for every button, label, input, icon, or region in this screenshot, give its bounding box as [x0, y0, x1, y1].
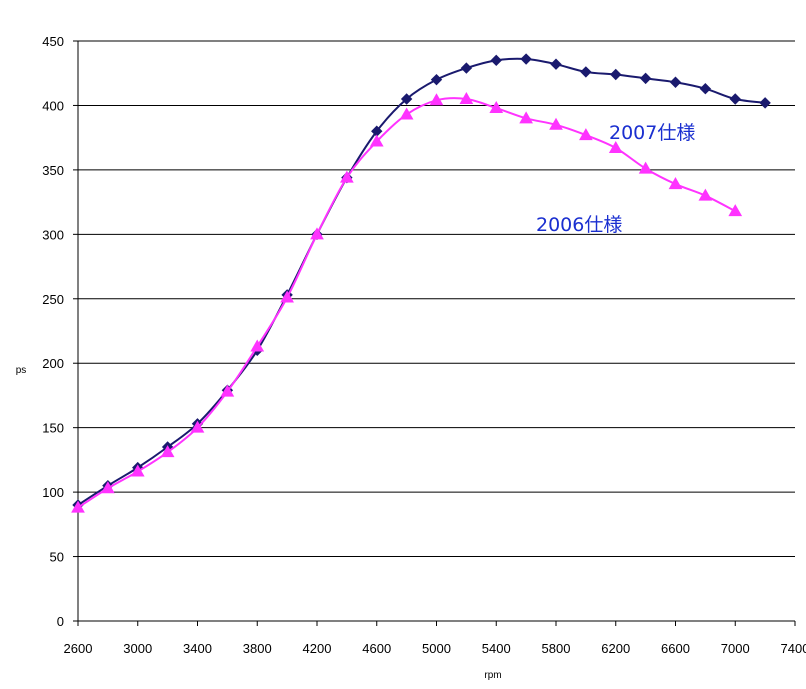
- data-point-diamond: [669, 76, 682, 88]
- x-tick-label: 4200: [303, 641, 332, 656]
- data-point-diamond: [759, 97, 771, 109]
- x-tick-label: 7000: [721, 641, 750, 656]
- data-point-diamond: [520, 53, 532, 65]
- data-point-triangle: [399, 107, 414, 120]
- x-tick-label: 3400: [183, 641, 212, 656]
- y-tick-label: 250: [42, 292, 64, 307]
- data-point-triangle: [130, 464, 145, 477]
- annotation-2006-spec: 2006仕様: [536, 214, 622, 236]
- x-tick-label: 5000: [422, 641, 451, 656]
- data-point-triangle: [638, 161, 653, 174]
- data-point-triangle: [698, 188, 713, 201]
- data-point-diamond: [699, 82, 712, 95]
- annotation-2007-spec: 2007仕様: [609, 122, 695, 144]
- y-tick-label: 0: [57, 614, 64, 629]
- data-point-triangle: [519, 111, 533, 124]
- data-point-triangle: [310, 227, 324, 240]
- data-point-diamond: [550, 58, 562, 70]
- series-2006仕様: [71, 91, 743, 513]
- y-tick-label: 300: [42, 227, 64, 242]
- y-tick-labels: 0 50 100 150 200 250 300 350 400 450: [42, 34, 64, 629]
- data-point-triangle: [608, 140, 623, 153]
- x-tick-label: 3800: [243, 641, 272, 656]
- x-tick-labels: 2600 3000 3400 3800 4200 4600 5000 5400 5800 6200…: [64, 641, 806, 656]
- x-tick-label: 6600: [661, 641, 690, 656]
- data-point-triangle: [220, 384, 235, 397]
- data-point-diamond: [610, 68, 622, 81]
- series-layer: [71, 53, 771, 513]
- x-tick-label: 3000: [123, 641, 152, 656]
- axes: [73, 40, 796, 626]
- data-point-diamond: [580, 66, 592, 78]
- data-point-triangle: [160, 445, 175, 458]
- data-point-triangle: [668, 177, 683, 190]
- data-point-diamond: [460, 62, 473, 74]
- x-axis-title: rpm: [484, 670, 501, 681]
- data-point-triangle: [579, 128, 593, 141]
- data-point-triangle: [489, 101, 504, 114]
- data-point-triangle: [369, 134, 384, 147]
- x-tick-label: 5800: [542, 641, 571, 656]
- data-point-diamond: [639, 72, 652, 85]
- data-point-triangle: [190, 420, 205, 433]
- x-tick-label: 2600: [64, 641, 93, 656]
- y-tick-label: 200: [42, 356, 64, 371]
- data-point-diamond: [490, 54, 502, 67]
- y-tick-label: 350: [42, 163, 64, 178]
- y-tick-label: 50: [50, 550, 64, 565]
- x-tick-label: 5400: [482, 641, 511, 656]
- data-point-triangle: [459, 91, 474, 104]
- data-point-diamond: [430, 73, 443, 86]
- y-axis-title: ps: [16, 365, 27, 376]
- data-point-triangle: [549, 117, 563, 130]
- y-tick-label: 150: [42, 421, 64, 436]
- data-point-diamond: [400, 93, 413, 105]
- data-point-triangle: [340, 170, 354, 183]
- y-tick-label: 100: [42, 485, 64, 500]
- y-tick-label: 400: [42, 98, 64, 113]
- y-tick-label: 450: [42, 34, 64, 49]
- x-tick-label: 7400: [781, 641, 806, 656]
- data-point-triangle: [280, 290, 294, 303]
- data-point-triangle: [250, 339, 265, 352]
- x-tick-label: 6200: [601, 641, 630, 656]
- x-tick-label: 4600: [362, 641, 391, 656]
- data-point-triangle: [429, 93, 444, 106]
- data-point-triangle: [101, 481, 115, 494]
- data-point-triangle: [728, 204, 743, 217]
- data-point-triangle: [71, 500, 85, 513]
- data-point-diamond: [729, 93, 741, 105]
